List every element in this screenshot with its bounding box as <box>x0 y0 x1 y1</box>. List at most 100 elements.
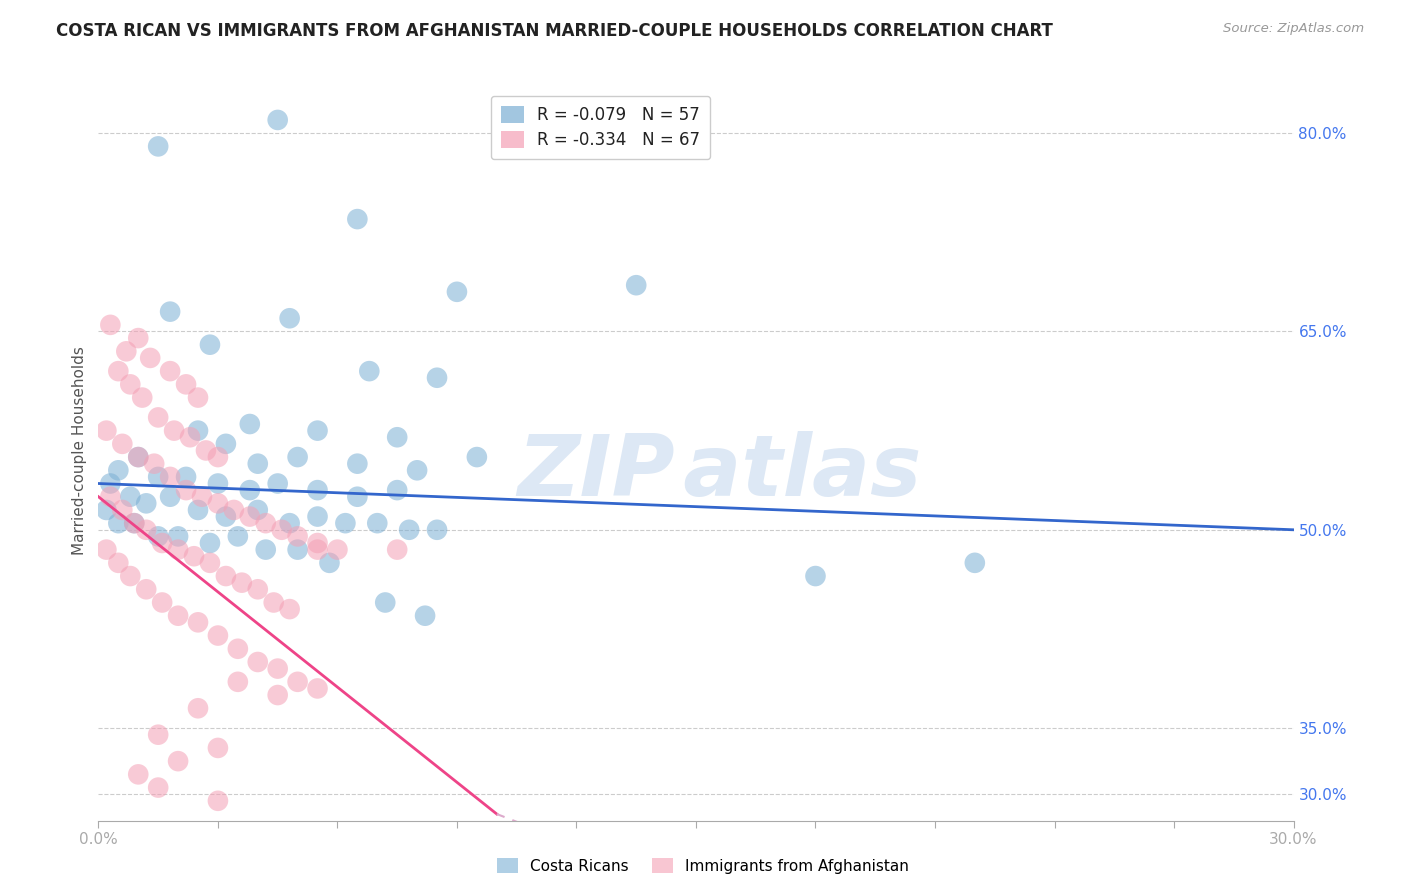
Point <box>98 318 122 332</box>
Text: ZIP atlas: ZIP atlas <box>517 431 922 514</box>
Point <box>346 212 368 227</box>
Point <box>159 490 181 504</box>
Point <box>346 490 368 504</box>
Point <box>207 450 229 464</box>
Point <box>148 139 170 153</box>
Point <box>267 688 290 702</box>
Point <box>115 344 138 359</box>
Point <box>107 516 129 531</box>
Point <box>187 424 209 438</box>
Point <box>96 424 118 438</box>
Point <box>267 662 290 676</box>
Point <box>326 542 349 557</box>
Point <box>127 767 149 781</box>
Point <box>226 641 249 656</box>
Point <box>207 476 229 491</box>
Point <box>307 681 329 696</box>
Point <box>148 470 170 484</box>
Point <box>287 450 309 464</box>
Point <box>263 595 285 609</box>
Point <box>198 337 221 351</box>
Point <box>359 364 381 378</box>
Point <box>96 503 118 517</box>
Point <box>413 608 436 623</box>
Point <box>143 457 166 471</box>
Point <box>626 278 648 293</box>
Point <box>96 542 118 557</box>
Point <box>148 410 170 425</box>
Point <box>159 470 181 484</box>
Point <box>346 457 368 471</box>
Point <box>207 629 229 643</box>
Point <box>207 740 229 755</box>
Y-axis label: Married-couple Households: Married-couple Households <box>72 346 87 555</box>
Point <box>318 556 340 570</box>
Point <box>135 523 157 537</box>
Point <box>426 523 449 537</box>
Point <box>191 490 214 504</box>
Point <box>174 377 197 392</box>
Point <box>246 582 269 597</box>
Point <box>246 655 269 669</box>
Point <box>174 470 197 484</box>
Point <box>335 516 357 531</box>
Point <box>254 516 277 531</box>
Point <box>198 556 221 570</box>
Point <box>398 523 420 537</box>
Point <box>385 430 409 444</box>
Point <box>215 437 238 451</box>
Point <box>167 608 190 623</box>
Point <box>148 780 170 795</box>
Point <box>127 450 149 464</box>
Point <box>150 536 173 550</box>
Point <box>207 794 229 808</box>
Point <box>98 476 122 491</box>
Point <box>111 437 134 451</box>
Point <box>287 674 309 689</box>
Point <box>307 483 329 497</box>
Point <box>131 391 153 405</box>
Point <box>120 490 142 504</box>
Point <box>107 463 129 477</box>
Point <box>366 516 388 531</box>
Point <box>120 569 142 583</box>
Point <box>127 450 149 464</box>
Point <box>239 509 262 524</box>
Point <box>307 536 329 550</box>
Point <box>124 516 146 531</box>
Point <box>287 542 309 557</box>
Point <box>163 424 186 438</box>
Point <box>239 483 262 497</box>
Point <box>465 450 488 464</box>
Point <box>239 417 262 431</box>
Point <box>195 443 218 458</box>
Point <box>222 503 245 517</box>
Point <box>963 556 986 570</box>
Point <box>167 754 190 768</box>
Point <box>148 728 170 742</box>
Point <box>804 569 827 583</box>
Point <box>167 542 190 557</box>
Point <box>426 370 449 384</box>
Point <box>148 529 170 543</box>
Point <box>267 112 290 127</box>
Point <box>406 463 429 477</box>
Point <box>187 391 209 405</box>
Point <box>187 615 209 630</box>
Point <box>215 509 238 524</box>
Point <box>270 523 292 537</box>
Point <box>385 542 409 557</box>
Point <box>207 496 229 510</box>
Point <box>198 536 221 550</box>
Point <box>446 285 468 299</box>
Point <box>107 556 129 570</box>
Point <box>226 674 249 689</box>
Point <box>111 503 134 517</box>
Point <box>307 509 329 524</box>
Point <box>287 529 309 543</box>
Point <box>278 311 301 326</box>
Legend: R = -0.079   N = 57, R = -0.334   N = 67: R = -0.079 N = 57, R = -0.334 N = 67 <box>491 96 710 159</box>
Point <box>150 595 173 609</box>
Point <box>107 364 129 378</box>
Legend: Costa Ricans, Immigrants from Afghanistan: Costa Ricans, Immigrants from Afghanista… <box>491 852 915 880</box>
